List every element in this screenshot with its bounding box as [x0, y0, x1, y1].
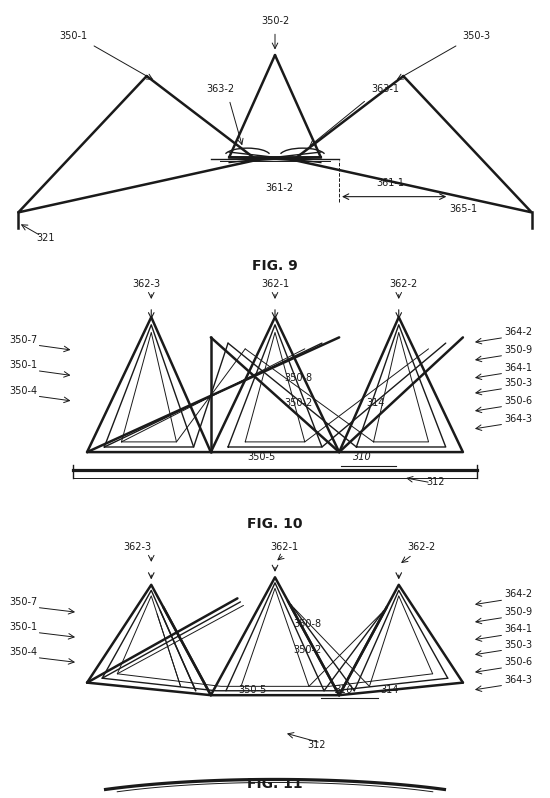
Text: 314: 314: [381, 685, 399, 695]
Text: 350-5: 350-5: [238, 685, 267, 695]
Text: 350-1: 350-1: [59, 31, 87, 41]
Text: 363-2: 363-2: [206, 84, 234, 94]
Text: 364-3: 364-3: [504, 674, 532, 685]
Text: 350-2: 350-2: [261, 16, 289, 26]
Text: 321: 321: [37, 233, 55, 243]
Text: 350-2: 350-2: [293, 645, 322, 654]
Text: 312: 312: [426, 477, 445, 488]
Text: 362-1: 362-1: [270, 542, 298, 551]
Text: 350-7: 350-7: [9, 334, 37, 345]
Text: 314: 314: [367, 398, 385, 409]
Text: FIG. 11: FIG. 11: [247, 777, 303, 791]
Text: 362-2: 362-2: [389, 279, 417, 289]
Text: 350-9: 350-9: [504, 345, 532, 355]
Text: 350-1: 350-1: [9, 622, 37, 632]
Text: 312: 312: [307, 740, 326, 750]
Text: 350-1: 350-1: [9, 360, 37, 370]
Text: 310: 310: [334, 685, 353, 695]
Text: 364-3: 364-3: [504, 413, 532, 424]
Text: 361-2: 361-2: [266, 184, 294, 193]
Text: 310: 310: [353, 452, 372, 462]
Text: 362-1: 362-1: [261, 279, 289, 289]
Text: 350-2: 350-2: [284, 398, 312, 409]
Text: 350-6: 350-6: [504, 396, 532, 405]
Text: FIG. 10: FIG. 10: [248, 517, 302, 531]
Text: FIG. 9: FIG. 9: [252, 259, 298, 273]
Text: 362-3: 362-3: [123, 542, 152, 551]
Text: 350-8: 350-8: [293, 619, 321, 630]
Text: 350-9: 350-9: [504, 607, 532, 617]
Text: 350-8: 350-8: [284, 373, 312, 383]
Text: 365-1: 365-1: [449, 204, 477, 215]
Text: 363-1: 363-1: [371, 84, 399, 94]
Text: 350-6: 350-6: [504, 657, 532, 667]
Text: 362-2: 362-2: [408, 542, 436, 551]
Text: 350-3: 350-3: [463, 31, 491, 41]
Text: 350-3: 350-3: [504, 639, 532, 650]
Text: 364-1: 364-1: [504, 625, 532, 634]
Text: 364-2: 364-2: [504, 327, 532, 337]
Text: 350-3: 350-3: [504, 378, 532, 388]
Text: 364-1: 364-1: [504, 362, 532, 373]
Text: 361-1: 361-1: [376, 178, 404, 188]
Text: 350-7: 350-7: [9, 597, 37, 607]
Text: 350-4: 350-4: [9, 647, 37, 657]
Text: 364-2: 364-2: [504, 590, 532, 599]
Text: 350-4: 350-4: [9, 385, 37, 396]
Text: 362-3: 362-3: [133, 279, 161, 289]
Text: 350-5: 350-5: [248, 452, 276, 462]
